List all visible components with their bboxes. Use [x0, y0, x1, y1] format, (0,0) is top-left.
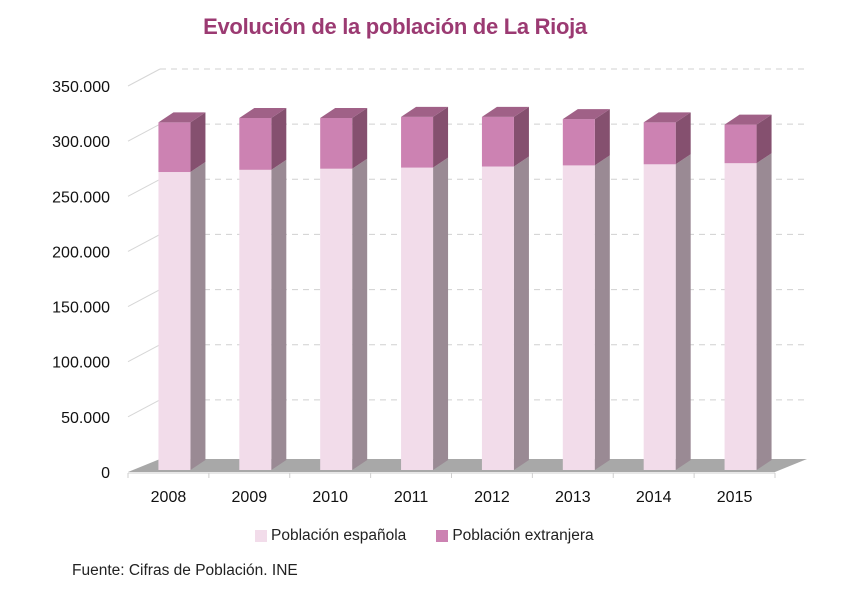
- bar-espanola: [481, 166, 514, 470]
- bar-group-2014: [643, 112, 691, 470]
- gridline-diagonal: [127, 123, 161, 142]
- bar-group-2009: [239, 107, 287, 470]
- legend-item-espanola: Población española: [255, 527, 406, 545]
- legend: Población española Población extranjera: [255, 527, 594, 545]
- y-tick-label: 200.000: [52, 244, 110, 261]
- bar-top: [158, 112, 206, 123]
- bar-espanola: [320, 168, 353, 470]
- bar-extranjera-side: [190, 112, 206, 173]
- x-tick-label: 2014: [636, 489, 672, 506]
- y-tick-label: 250.000: [52, 189, 110, 206]
- bar-top: [320, 107, 368, 118]
- bar-group-2013: [562, 109, 610, 471]
- gridlines: [127, 68, 807, 418]
- bar-extranjera: [481, 116, 514, 167]
- bar-extranjera-side: [513, 106, 529, 167]
- bar-extranjera-side: [594, 109, 610, 166]
- bar-top: [481, 106, 529, 117]
- bar-extranjera: [239, 117, 272, 170]
- gridline-diagonal: [127, 344, 161, 363]
- legend-label-espanola: Población española: [271, 527, 407, 544]
- floor-top: [128, 459, 807, 472]
- gridline-diagonal: [127, 399, 161, 418]
- bar-espanola-side: [594, 155, 610, 471]
- bar-extranjera: [401, 116, 434, 168]
- bar-top: [239, 107, 287, 118]
- bar-extranjera-side: [352, 107, 368, 169]
- legend-swatch-extranjera: [436, 530, 449, 542]
- bar-extranjera-side: [756, 114, 772, 164]
- y-tick-label: 350.000: [52, 79, 110, 96]
- bar-extranjera: [320, 117, 353, 169]
- bar-top: [724, 114, 772, 125]
- bar-extranjera: [158, 122, 191, 173]
- bar-top: [562, 109, 610, 120]
- chart-title: Evolución de la población de La Rioja: [203, 14, 587, 39]
- bar-espanola-side: [271, 159, 287, 470]
- bar-extranjera-side: [271, 107, 287, 170]
- x-tick-label: 2015: [717, 489, 753, 506]
- bar-group-2010: [320, 107, 368, 470]
- bar-extranjera-side: [433, 106, 449, 168]
- bar-top: [401, 106, 449, 117]
- x-tick-label: 2009: [232, 489, 268, 506]
- bar-group-2012: [481, 106, 529, 470]
- x-tick-label: 2010: [312, 489, 348, 506]
- y-tick-label: 50.000: [61, 410, 110, 427]
- x-tick-label: 2011: [394, 489, 429, 506]
- y-tick-label: 100.000: [52, 355, 110, 372]
- gridline-diagonal: [127, 68, 161, 87]
- bars: [158, 106, 772, 471]
- legend-label-extranjera: Población extranjera: [452, 527, 594, 544]
- bar-espanola: [401, 167, 434, 470]
- bar-extranjera: [643, 122, 676, 165]
- bar-extranjera-side: [675, 112, 691, 165]
- y-tick-label: 0: [101, 465, 110, 482]
- bar-espanola: [724, 163, 757, 470]
- gridline-diagonal: [127, 233, 161, 252]
- bar-top: [643, 112, 691, 123]
- bar-group-2008: [158, 112, 206, 470]
- y-axis-ticks: 0 50.000 100.000 150.000 200.000 250.000 300.0…: [52, 79, 110, 482]
- bar-extranjera: [562, 119, 595, 166]
- bar-espanola: [643, 164, 676, 470]
- chart-floor: [127, 459, 807, 478]
- bar-group-2015: [724, 114, 772, 470]
- bar-espanola-side: [352, 158, 368, 470]
- x-tick-label: 2013: [555, 489, 591, 506]
- bar-espanola: [562, 165, 595, 471]
- y-tick-label: 150.000: [52, 300, 110, 317]
- gridline-diagonal: [127, 289, 161, 308]
- bar-espanola-side: [433, 157, 449, 470]
- y-tick-label: 300.000: [52, 134, 110, 151]
- gridline-diagonal: [127, 178, 161, 197]
- bar-espanola: [158, 172, 191, 470]
- x-tick-label: 2008: [151, 489, 187, 506]
- bar-espanola-side: [756, 153, 772, 470]
- bar-group-2011: [401, 106, 449, 470]
- bar-espanola-side: [190, 162, 206, 470]
- source-note: Fuente: Cifras de Población. INE: [72, 562, 298, 579]
- bar-espanola-side: [513, 156, 529, 470]
- bar-espanola: [239, 169, 272, 470]
- x-axis-ticks: 2008 2009 2010 2011 2012 2013 2014 2015: [151, 489, 753, 506]
- bar-espanola-side: [675, 154, 691, 470]
- legend-item-extranjera: Población extranjera: [436, 527, 594, 545]
- x-tick-label: 2012: [474, 489, 510, 506]
- legend-swatch-espanola: [255, 530, 267, 542]
- bar-extranjera: [724, 124, 757, 164]
